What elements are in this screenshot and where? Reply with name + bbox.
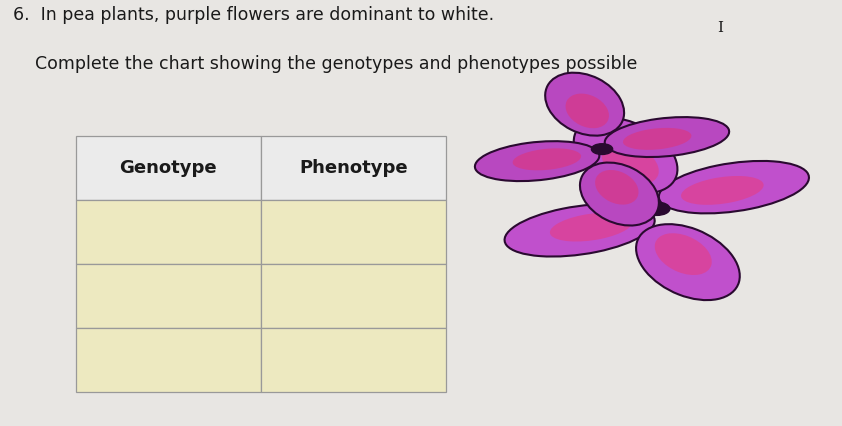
Ellipse shape — [623, 128, 691, 150]
Ellipse shape — [605, 117, 729, 157]
Bar — [76, 328, 261, 392]
Ellipse shape — [602, 142, 658, 184]
Ellipse shape — [580, 163, 659, 225]
Bar — [261, 328, 446, 392]
Ellipse shape — [475, 141, 600, 181]
Ellipse shape — [545, 73, 624, 135]
Text: Phenotype: Phenotype — [299, 159, 408, 177]
Text: I: I — [717, 21, 723, 35]
Bar — [76, 264, 261, 328]
Text: Complete the chart showing the genotypes and phenotypes possible: Complete the chart showing the genotypes… — [13, 55, 637, 73]
Bar — [76, 136, 261, 200]
Ellipse shape — [566, 94, 609, 128]
Ellipse shape — [504, 204, 655, 256]
Ellipse shape — [573, 117, 678, 193]
Ellipse shape — [681, 176, 764, 205]
Bar — [76, 200, 261, 264]
Ellipse shape — [643, 202, 670, 216]
Bar — [261, 200, 446, 264]
Text: 6.  In pea plants, purple flowers are dominant to white.: 6. In pea plants, purple flowers are dom… — [13, 6, 493, 24]
Ellipse shape — [513, 148, 581, 170]
Ellipse shape — [595, 170, 638, 204]
Ellipse shape — [591, 144, 613, 155]
Bar — [261, 136, 446, 200]
Bar — [261, 264, 446, 328]
Text: Genotype: Genotype — [120, 159, 217, 177]
Ellipse shape — [658, 161, 809, 213]
Ellipse shape — [655, 233, 711, 275]
Ellipse shape — [550, 213, 632, 242]
Ellipse shape — [636, 224, 740, 300]
